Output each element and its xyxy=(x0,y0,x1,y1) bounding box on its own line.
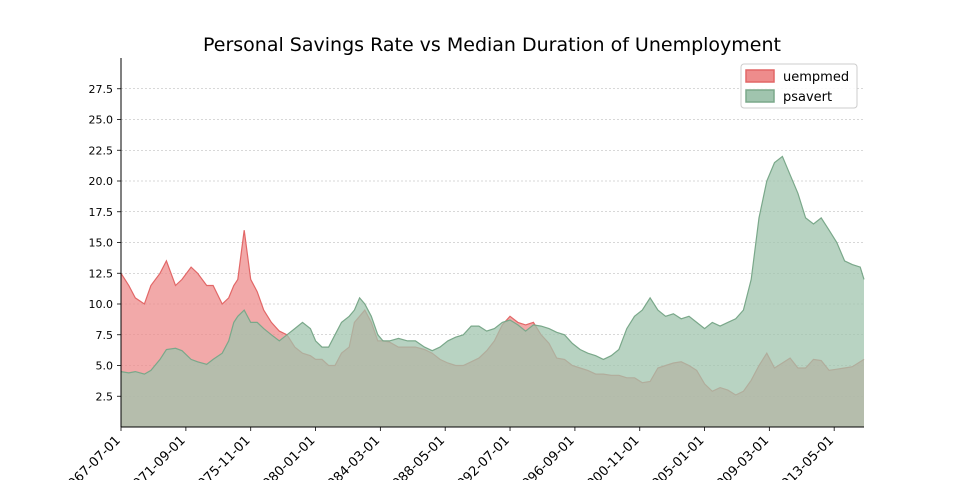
legend: uempmed psavert xyxy=(740,63,858,109)
y-tick-label: 2.5 xyxy=(96,390,114,403)
x-tick-label: 2000-11-01 xyxy=(579,433,643,480)
legend-label-psavert: psavert xyxy=(783,90,832,105)
y-tick-label: 22.5 xyxy=(89,144,114,157)
x-tick-label: 1975-11-01 xyxy=(190,433,254,480)
y-tick-label: 20.0 xyxy=(89,175,114,188)
x-tick-label: 1988-05-01 xyxy=(384,433,448,480)
y-tick-label: 25.0 xyxy=(89,114,114,127)
y-tick-label: 12.5 xyxy=(89,267,114,280)
y-tick-label: 7.5 xyxy=(96,329,114,342)
legend-swatch-uempmed xyxy=(745,69,775,83)
x-ticks: 1967-07-01 1971-09-01 1975-11-01 1980-01-01… xyxy=(60,427,837,480)
x-tick-label: 1984-03-01 xyxy=(319,433,383,480)
y-tick-label: 17.5 xyxy=(89,206,114,219)
x-tick-label: 1980-01-01 xyxy=(254,433,318,480)
y-tick-label: 10.0 xyxy=(89,298,114,311)
x-tick-label: 2013-05-01 xyxy=(773,433,837,480)
x-tick-label: 1996-09-01 xyxy=(514,433,578,480)
series-area-psavert xyxy=(121,156,864,427)
legend-swatch-psavert xyxy=(745,89,775,103)
legend-label-uempmed: uempmed xyxy=(783,70,849,85)
x-tick-label: 1967-07-01 xyxy=(60,433,124,480)
y-tick-label: 5.0 xyxy=(96,360,114,373)
x-tick-label: 1971-09-01 xyxy=(125,433,189,480)
x-tick-label: 1992-07-01 xyxy=(449,433,513,480)
series-line-psavert xyxy=(120,155,865,375)
x-tick-label: 2009-03-01 xyxy=(708,433,772,480)
y-tick-label: 27.5 xyxy=(89,83,114,96)
y-ticks: 2.5 5.0 7.5 10.0 12.5 15.0 17.5 20.0 22.5 25.0 27.… xyxy=(89,83,121,403)
chart-title: Personal Savings Rate vs Median Duration… xyxy=(203,34,781,56)
plot-areas xyxy=(120,155,865,427)
y-tick-label: 15.0 xyxy=(89,237,114,250)
x-tick-label: 2005-01-01 xyxy=(643,433,707,480)
